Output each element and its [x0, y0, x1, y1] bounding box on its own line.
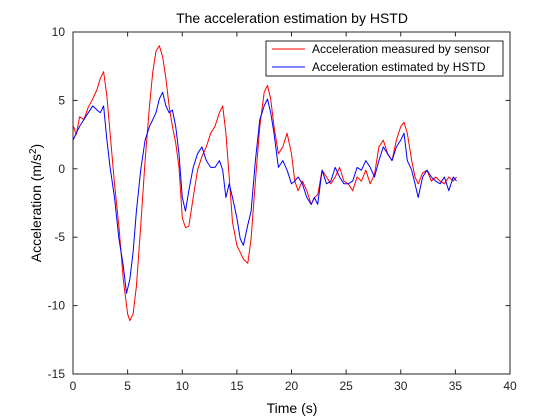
- axis-ticks: 0 5 10 15 20 25 30 35 40 -15 -10 -5 0 5 10: [48, 25, 517, 393]
- y-tick-label: 10: [52, 25, 66, 39]
- x-tick-label: 20: [285, 379, 299, 393]
- x-tick-label: 40: [503, 379, 517, 393]
- x-tick-label: 0: [70, 379, 77, 393]
- y-tick-label: -10: [48, 299, 66, 313]
- chart-title: The acceleration estimation by HSTD: [176, 10, 408, 26]
- x-tick-label: 30: [394, 379, 408, 393]
- legend-box: [265, 40, 504, 77]
- legend-label-hstd: Acceleration estimated by HSTD: [312, 60, 486, 74]
- x-tick-label: 15: [230, 379, 244, 393]
- axes-box: [72, 31, 511, 375]
- y-tick-label: 0: [58, 162, 65, 176]
- legend: Acceleration measured by sensor Accelera…: [265, 40, 504, 77]
- y-tick-label: 5: [58, 93, 65, 107]
- series-line-hstd: [72, 91, 457, 294]
- x-axis-label: Time (s): [267, 400, 318, 416]
- x-tick-label: 35: [449, 379, 463, 393]
- y-tick-label: -15: [48, 367, 66, 381]
- series-layer: [72, 45, 457, 322]
- x-tick-label: 5: [124, 379, 131, 393]
- y-axis-label-superscript: 2: [28, 148, 39, 154]
- plot-area: 0 5 10 15 20 25 30 35 40 -15 -10 -5 0 5 10: [48, 25, 517, 393]
- y-tick-label: -5: [54, 230, 65, 244]
- x-tick-label: 10: [176, 379, 190, 393]
- y-axis-label-end: ): [28, 144, 44, 149]
- x-tick-label: 25: [339, 379, 353, 393]
- y-axis-label-main: Acceleration (m/s: [28, 154, 44, 262]
- y-axis-label: Acceleration (m/s2): [28, 144, 44, 262]
- legend-label-sensor: Acceleration measured by sensor: [312, 42, 490, 56]
